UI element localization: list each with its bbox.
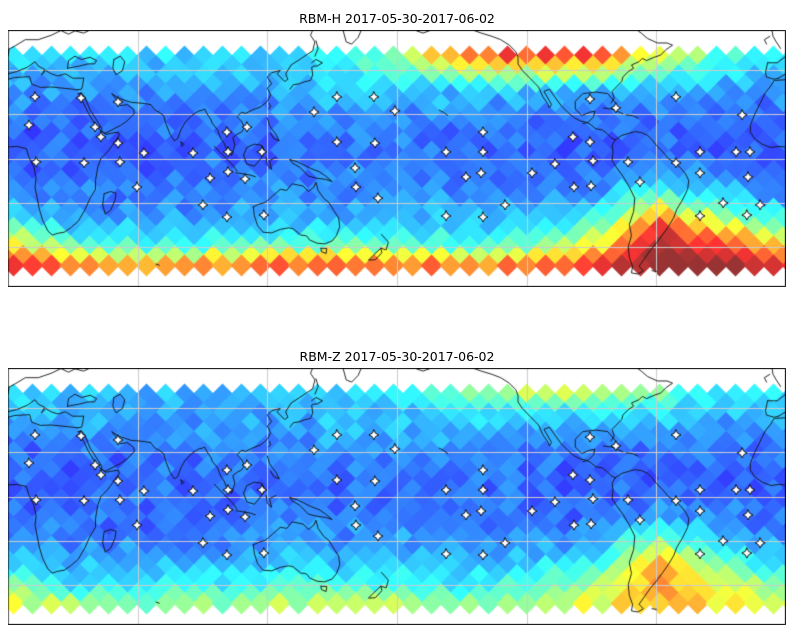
- panel-rbm-z-map-canvas: [8, 368, 786, 625]
- panel-rbm-h-map-canvas: [8, 30, 786, 287]
- panel-rbm-h: RBM-H 2017-05-30-2017-06-02: [8, 8, 786, 287]
- panel-rbm-z-title: RBM-Z 2017-05-30-2017-06-02: [299, 349, 495, 364]
- panel-rbm-h-title: RBM-H 2017-05-30-2017-06-02: [299, 11, 495, 26]
- panel-rbm-z: RBM-Z 2017-05-30-2017-06-02: [8, 346, 786, 625]
